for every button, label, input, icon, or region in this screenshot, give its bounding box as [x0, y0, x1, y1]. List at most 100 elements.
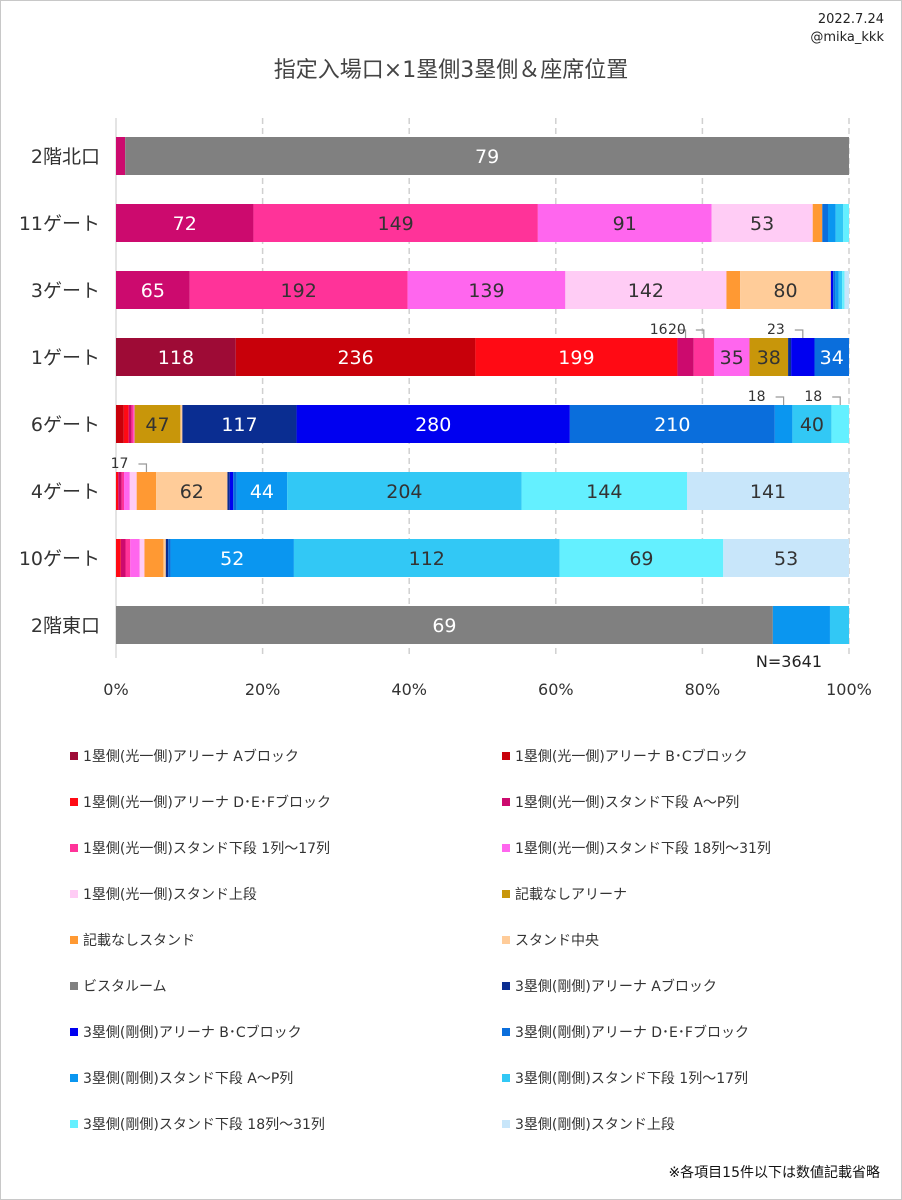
bar-segment: [116, 606, 773, 644]
bar-value-label: 80: [773, 280, 797, 302]
bar-segment: [170, 539, 294, 577]
callout-leader: [775, 396, 785, 405]
legend-item: スタンド中央: [502, 930, 599, 950]
bar-segment: [843, 204, 849, 242]
legend-label: スタンド中央: [515, 933, 599, 949]
bar-segment: [844, 271, 849, 309]
bar-value-labels: 79 72 149 91 53 65 192 139 142 80 118 236 199 35 38 34 4…: [141, 146, 844, 637]
bar-segment: [740, 271, 831, 309]
bar-segment: [182, 405, 297, 443]
date-label: 2022.7.24: [817, 12, 884, 27]
category-label: 2階東口: [31, 615, 100, 637]
legend-item: 1塁側(光一側)スタンド下段 1列～17列: [70, 838, 330, 858]
category-axis-labels: 2階北口 11ゲート 3ゲート 1ゲート 6ゲート 4ゲート 10ゲート 2階東口: [19, 146, 100, 637]
legend-label: 1塁側(光一側)スタンド下段 1列～17列: [83, 841, 331, 857]
bar-segment: [687, 472, 849, 510]
bar-segment: [812, 204, 823, 242]
bar-segment: [677, 338, 694, 376]
x-axis-tick-labels: 0% 20% 40% 60% 80% 100%: [103, 680, 872, 699]
legend-item: 3塁側(剛側)スタンド下段 A～P列: [70, 1068, 293, 1088]
bar-segment: [833, 271, 836, 309]
bar-segment: [125, 137, 850, 175]
bar-segment: [235, 338, 476, 376]
bar-segment: [116, 405, 124, 443]
bar-segment: [559, 539, 724, 577]
bar-segment: [822, 204, 829, 242]
bar-segment: [129, 472, 137, 510]
legend-swatch: [502, 1120, 510, 1128]
legend-item: 3塁側(剛側)アリーナ Aブロック: [502, 976, 717, 996]
bar-value-label: 280: [415, 414, 451, 436]
bar-value-label: 149: [378, 213, 414, 235]
bar-segment: [293, 539, 560, 577]
bar-value-label: 38: [757, 347, 781, 369]
legend-swatch: [70, 936, 78, 944]
bar-value-label: 139: [468, 280, 504, 302]
legend-label: 1塁側(光一側)スタンド下段 18列～31列: [515, 841, 771, 857]
bar-value-label: 117: [221, 414, 257, 436]
footnote: ※各項目15件以下は数値記載省略: [668, 1165, 880, 1181]
legend-swatch: [70, 798, 78, 806]
legend-swatch: [70, 844, 78, 852]
legend-swatch: [502, 844, 510, 852]
legend-label: 1塁側(光一側)アリーナ D･E･Fブロック: [83, 795, 331, 811]
bar-value-label: 141: [750, 481, 786, 503]
bar-segment: [139, 539, 145, 577]
callout-value-label: 23: [767, 322, 785, 338]
chart-title: 指定入場口×1塁側3塁側＆座席位置: [273, 58, 629, 83]
bar-segment: [189, 271, 408, 309]
legend-swatch: [70, 890, 78, 898]
callout-leader: [695, 329, 705, 338]
bar-segment: [144, 539, 164, 577]
legend-item: 3塁側(剛側)アリーナ B･Cブロック: [70, 1022, 302, 1042]
bar-segment: [835, 204, 844, 242]
bar-segment: [131, 405, 134, 443]
bar-segment: [134, 405, 181, 443]
legend-swatch: [70, 752, 78, 760]
callout-leader: [794, 329, 804, 338]
category-label: 11ゲート: [19, 213, 100, 235]
bar-segment: [116, 204, 254, 242]
legend-label: 3塁側(剛側)スタンド下段 A～P列: [83, 1071, 294, 1087]
bar-segment: [569, 405, 775, 443]
bar-segment: [565, 271, 727, 309]
category-label: 6ゲート: [31, 414, 100, 436]
bar-segment: [133, 405, 135, 443]
category-label: 4ゲート: [31, 481, 100, 503]
bar-value-label: 72: [173, 213, 197, 235]
bar-segment: [828, 204, 836, 242]
bar-segment: [693, 338, 714, 376]
bar-segment: [120, 539, 126, 577]
bar-segment: [124, 472, 130, 510]
legend-item: 1塁側(光一側)スタンド上段: [70, 884, 257, 904]
bar-segment: [116, 137, 126, 175]
category-label: 2階北口: [31, 146, 100, 168]
bar-segment: [711, 204, 813, 242]
bar-segment: [116, 472, 119, 510]
bar-segment: [229, 472, 234, 510]
legend-label: ビスタルーム: [83, 979, 167, 995]
bar-segment: [156, 472, 228, 510]
bar-segment: [227, 472, 230, 510]
legend-item: 1塁側(光一側)アリーナ B･Cブロック: [502, 746, 748, 766]
bar-segment: [287, 472, 522, 510]
x-tick-label: 60%: [538, 680, 574, 699]
callout-value-label: 20: [668, 322, 686, 338]
x-tick-label: 100%: [826, 680, 872, 699]
bar-segment: [168, 539, 171, 577]
legend-label: 3塁側(剛側)スタンド上段: [515, 1117, 675, 1133]
legend-swatch: [502, 982, 510, 990]
bar-value-label: 144: [586, 481, 622, 503]
callout-value-label: 17: [111, 456, 129, 472]
legend-swatch: [70, 982, 78, 990]
bar-segment: [814, 338, 849, 376]
legend-item: 3塁側(剛側)スタンド下段 1列～17列: [502, 1068, 748, 1088]
bar-value-label: 69: [629, 548, 653, 570]
legend-label: 3塁側(剛側)アリーナ B･Cブロック: [83, 1025, 302, 1041]
legend-item: 3塁側(剛側)スタンド下段 18列～31列: [70, 1114, 325, 1134]
category-label: 1ゲート: [31, 347, 100, 369]
bar-segment: [749, 338, 789, 376]
bar-value-label: 204: [386, 481, 422, 503]
bar-segment: [788, 338, 792, 376]
bar-value-label: 118: [158, 347, 194, 369]
